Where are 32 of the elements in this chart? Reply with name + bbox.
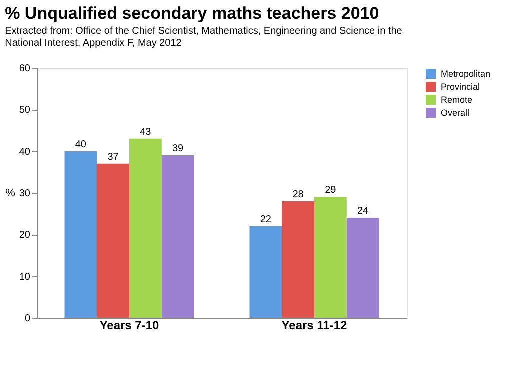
y-axis-title: % <box>6 188 16 200</box>
bar <box>314 197 347 318</box>
data-label: 28 <box>292 189 304 200</box>
data-label: 37 <box>108 152 120 163</box>
bar <box>346 218 380 318</box>
x-tick-label: Years 7-10 <box>100 318 160 332</box>
legend-label: Remote <box>441 95 473 105</box>
data-label: 40 <box>75 139 87 150</box>
legend-label: Provincial <box>441 82 480 92</box>
bar <box>64 151 98 318</box>
legend-label: Metropolitan <box>441 69 491 79</box>
bar <box>130 138 162 318</box>
bar <box>282 201 314 318</box>
y-tick-label: 0 <box>24 314 31 324</box>
legend-label: Overall <box>441 108 470 118</box>
y-tick-label: 30 <box>19 188 31 200</box>
y-tick-label: 10 <box>19 272 31 283</box>
data-label: 39 <box>172 144 184 154</box>
chart-title: % Unqualified secondary maths teachers 2010 <box>5 4 380 23</box>
bar <box>162 156 194 318</box>
data-label: 29 <box>325 185 337 196</box>
data-label: 43 <box>140 126 152 138</box>
bar <box>97 164 130 318</box>
bar <box>250 226 282 318</box>
y-tick-label: 50 <box>19 105 31 116</box>
y-tick-label: 60 <box>19 64 31 74</box>
data-label: 22 <box>260 214 272 226</box>
x-tick-label: Years 11-12 <box>282 318 348 332</box>
data-label: 24 <box>358 206 370 217</box>
y-tick-label: 40 <box>19 146 31 158</box>
chart-subtitle: Extracted from: Office of the Chief Scientist, Mathematics, Engineering and Science in the National Interest, Appendix F, May 2012 <box>5 26 403 49</box>
y-tick-label: 20 <box>19 230 31 242</box>
